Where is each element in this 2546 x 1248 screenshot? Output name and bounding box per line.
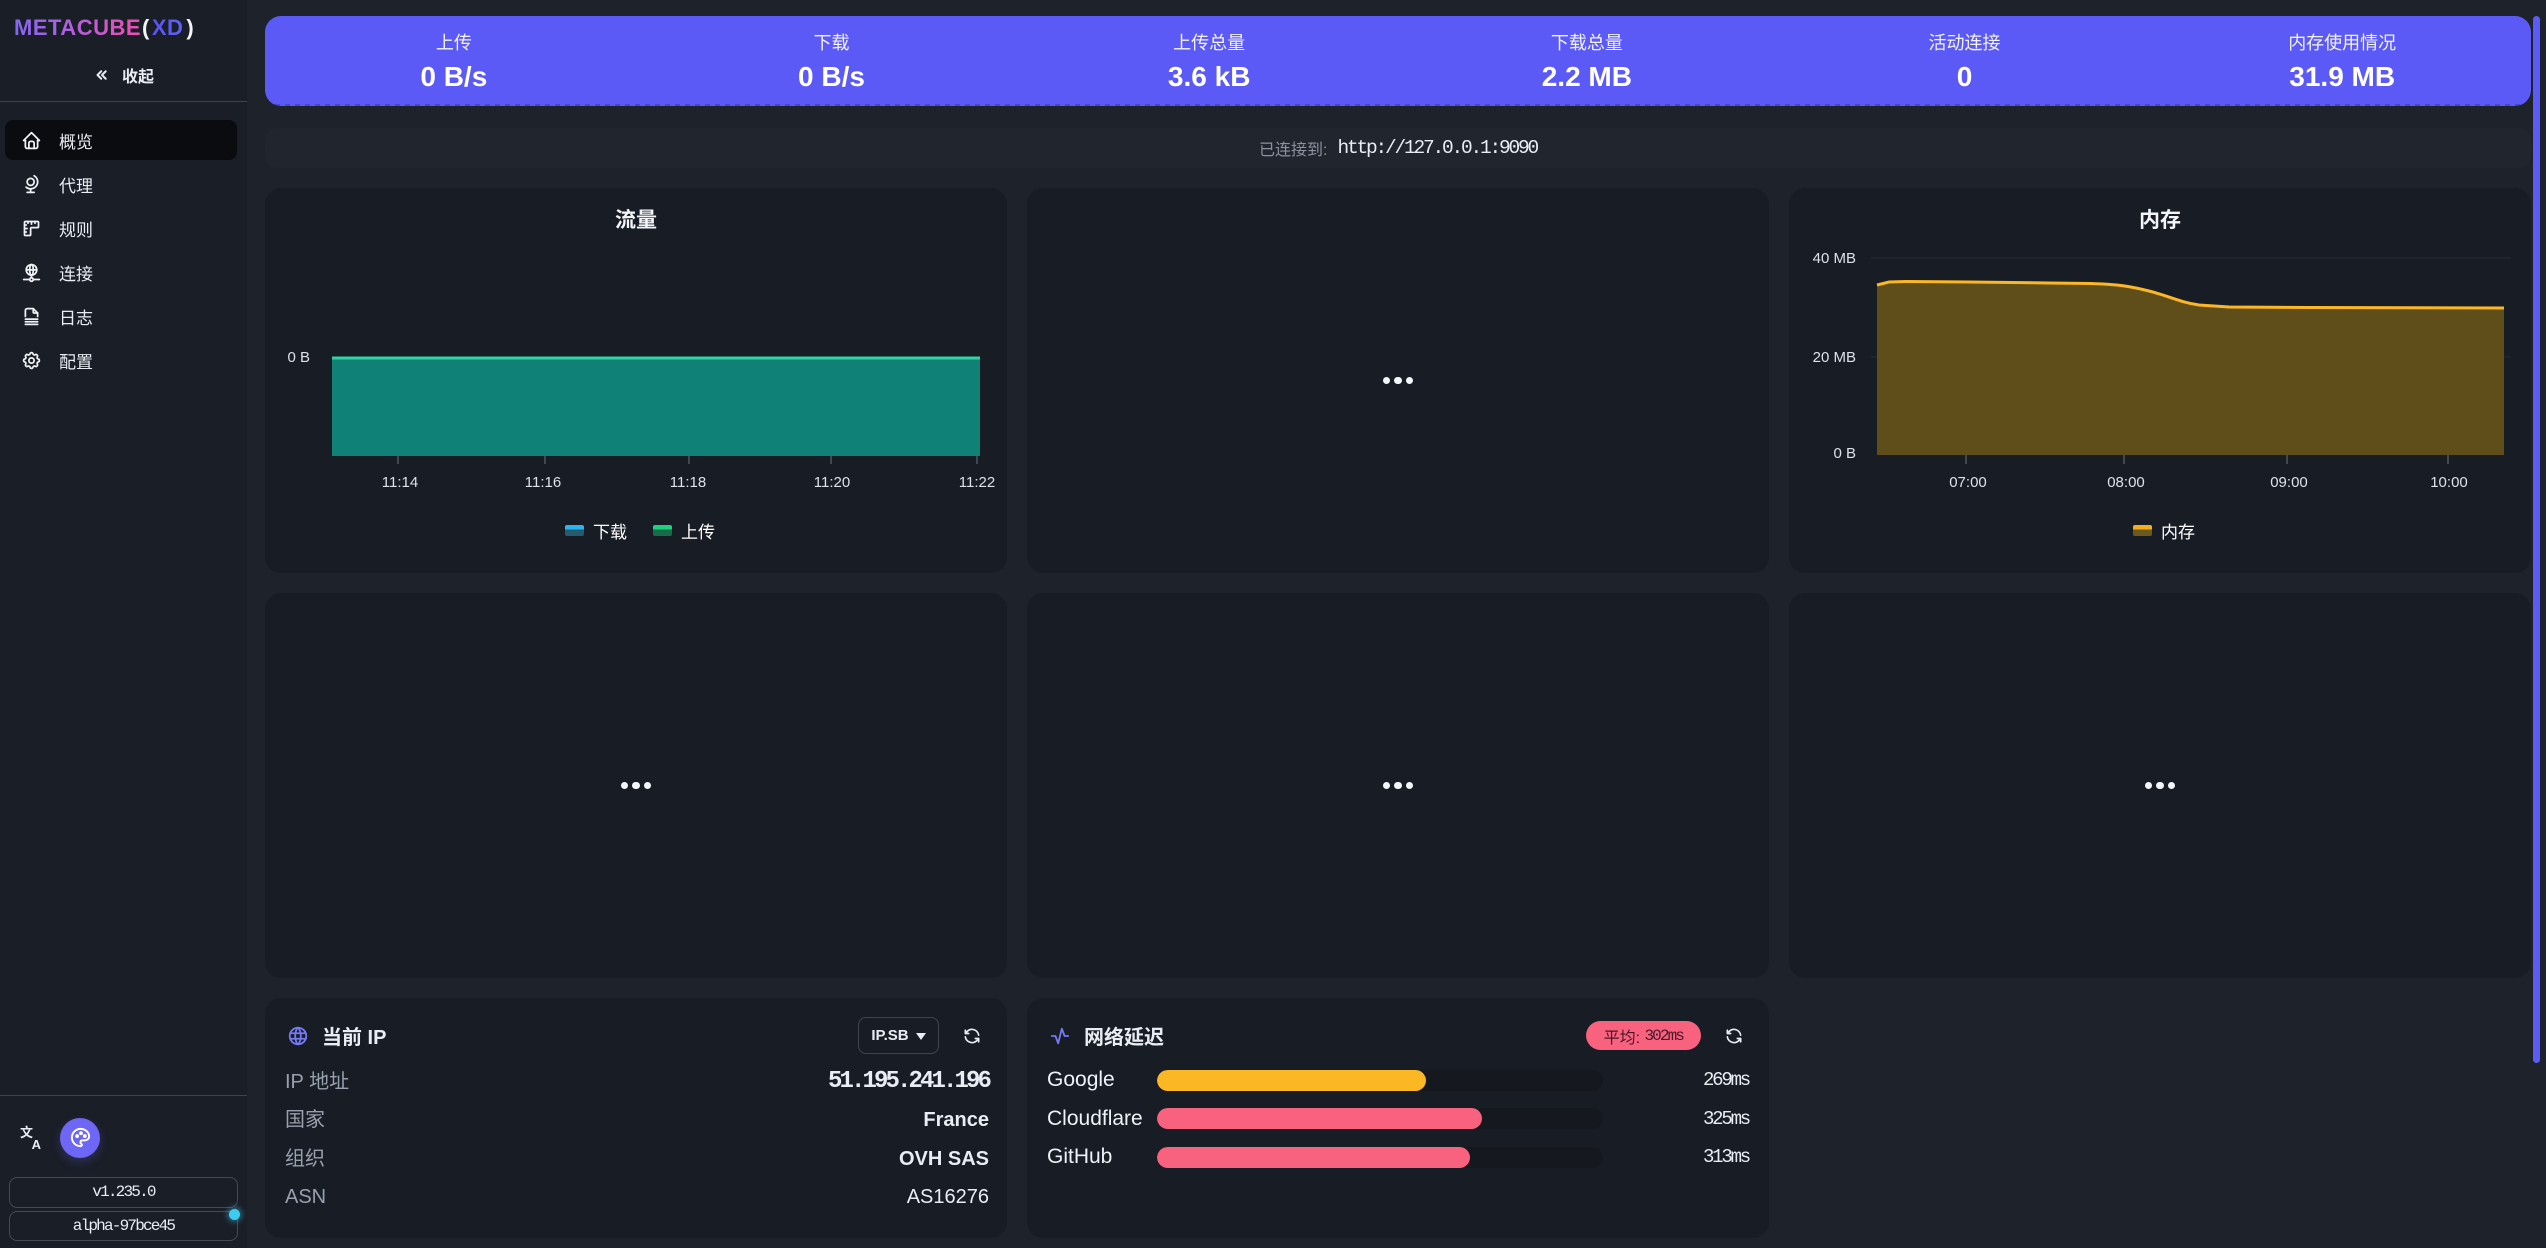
svg-text:11:22: 11:22 — [959, 474, 995, 491]
svg-text:10:00: 10:00 — [2430, 474, 2468, 491]
svg-text:11:16: 11:16 — [525, 474, 561, 491]
svg-text:08:00: 08:00 — [2107, 474, 2145, 491]
svg-text:11:18: 11:18 — [670, 474, 706, 491]
svg-text:40 MB: 40 MB — [1813, 250, 1856, 267]
svg-text:0 B: 0 B — [287, 349, 310, 366]
svg-text:11:14: 11:14 — [382, 474, 418, 491]
svg-text:0 B: 0 B — [1833, 445, 1856, 462]
svg-text:09:00: 09:00 — [2270, 474, 2308, 491]
svg-text:07:00: 07:00 — [1949, 474, 1987, 491]
svg-text:20 MB: 20 MB — [1813, 349, 1856, 366]
svg-text:11:20: 11:20 — [814, 474, 850, 491]
